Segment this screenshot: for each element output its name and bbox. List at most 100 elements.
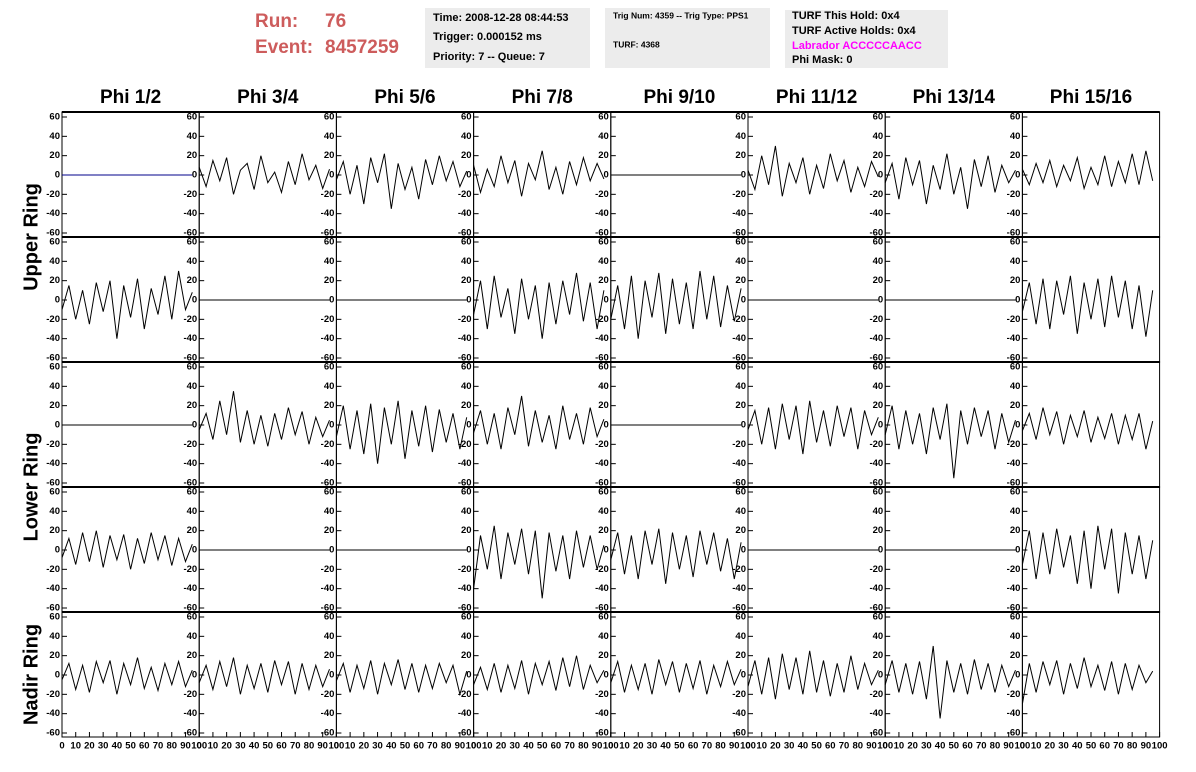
y-tick-label: 0 xyxy=(1015,295,1020,306)
x-tick-label: 80 xyxy=(715,741,726,752)
y-tick-label: -20 xyxy=(732,439,746,450)
y-tick-label: -40 xyxy=(595,708,609,719)
y-tick-label: 20 xyxy=(324,650,335,661)
y-tick-label: -60 xyxy=(46,478,60,489)
y-tick-label: -40 xyxy=(595,208,609,219)
y-tick-label: -60 xyxy=(183,603,197,614)
x-tick-label: 0 xyxy=(1020,741,1025,752)
x-tick-label: 10 xyxy=(619,741,630,752)
y-tick-label: -60 xyxy=(183,478,197,489)
y-tick-label: 20 xyxy=(873,400,884,411)
x-tick-label: 60 xyxy=(962,741,973,752)
y-tick-label: -60 xyxy=(46,728,60,739)
y-tick-label: -20 xyxy=(321,689,335,700)
y-tick-label: 60 xyxy=(324,237,335,248)
event-number: 8457259 xyxy=(325,37,399,58)
y-tick-label: -40 xyxy=(595,458,609,469)
x-tick-label: 60 xyxy=(688,741,699,752)
y-tick-label: 40 xyxy=(461,381,472,392)
panel-frame xyxy=(747,361,886,488)
x-tick-label: 100 xyxy=(740,741,756,752)
y-tick-label: -20 xyxy=(595,314,609,325)
y-tick-label: -20 xyxy=(46,689,60,700)
y-tick-label: 20 xyxy=(735,400,746,411)
x-tick-label: 60 xyxy=(139,741,150,752)
y-tick-label: 60 xyxy=(1010,612,1021,623)
y-tick-label: 60 xyxy=(735,362,746,373)
x-tick-label: 10 xyxy=(70,741,81,752)
y-tick-label: -40 xyxy=(458,458,472,469)
y-tick-label: -40 xyxy=(1007,583,1021,594)
x-tick-label: 50 xyxy=(949,741,960,752)
y-tick-label: -40 xyxy=(869,333,883,344)
y-tick-label: 20 xyxy=(598,525,609,536)
x-tick-label: 80 xyxy=(852,741,863,752)
panel-frame xyxy=(610,236,749,363)
panel-frame xyxy=(610,486,749,613)
column-header: Phi 15/16 xyxy=(1050,87,1132,108)
panel-frame xyxy=(747,611,886,738)
panel-frame xyxy=(1021,111,1161,238)
y-tick-label: -60 xyxy=(732,478,746,489)
column-header: Phi 3/4 xyxy=(237,87,299,108)
y-tick-label: 0 xyxy=(1015,170,1020,181)
y-tick-label: -20 xyxy=(46,314,60,325)
y-tick-label: 40 xyxy=(598,631,609,642)
panel-frame xyxy=(473,486,612,613)
y-tick-label: 20 xyxy=(1010,275,1021,286)
y-tick-label: -60 xyxy=(321,603,335,614)
y-tick-label: 60 xyxy=(187,487,198,498)
y-tick-label: -60 xyxy=(183,728,197,739)
y-tick-label: 20 xyxy=(461,275,472,286)
y-tick-label: -20 xyxy=(183,564,197,575)
y-tick-label: 20 xyxy=(735,525,746,536)
info-box xyxy=(425,8,590,68)
y-tick-label: -60 xyxy=(595,228,609,239)
y-tick-label: 40 xyxy=(735,631,746,642)
panel-frame xyxy=(747,111,886,238)
y-tick-label: 40 xyxy=(873,506,884,517)
x-tick-label: 50 xyxy=(125,741,136,752)
y-tick-label: 60 xyxy=(735,487,746,498)
y-tick-label: 20 xyxy=(187,275,198,286)
column-header: Phi 13/14 xyxy=(913,87,996,108)
y-tick-label: -60 xyxy=(732,728,746,739)
panel-frame xyxy=(473,236,612,363)
y-tick-label: 0 xyxy=(55,295,60,306)
y-tick-label: 40 xyxy=(324,256,335,267)
y-tick-label: 60 xyxy=(598,362,609,373)
y-tick-label: 60 xyxy=(461,112,472,123)
y-tick-label: 40 xyxy=(1010,131,1021,142)
y-tick-label: -40 xyxy=(321,583,335,594)
waveform xyxy=(61,530,193,570)
y-tick-label: -20 xyxy=(458,439,472,450)
panel-frame xyxy=(335,111,475,238)
info-text: Time: 2008-12-28 08:44:53 xyxy=(433,12,569,24)
waveform xyxy=(198,657,330,695)
y-tick-label: -40 xyxy=(183,708,197,719)
y-tick-label: 0 xyxy=(55,420,60,431)
y-tick-label: 40 xyxy=(49,256,60,267)
y-tick-label: 20 xyxy=(1010,650,1021,661)
panel-frame xyxy=(61,611,200,738)
x-tick-label: 80 xyxy=(1127,741,1138,752)
waveform xyxy=(610,270,742,339)
y-tick-label: -20 xyxy=(595,564,609,575)
y-tick-label: 0 xyxy=(878,670,883,681)
waveform xyxy=(610,528,742,584)
y-tick-label: 0 xyxy=(741,420,746,431)
info-text: TURF: 4368 xyxy=(613,39,660,49)
waveform xyxy=(747,145,879,197)
panel-frame xyxy=(884,111,1023,238)
x-tick-label: 100 xyxy=(1014,741,1030,752)
x-tick-label: 50 xyxy=(1086,741,1097,752)
y-tick-label: -20 xyxy=(595,189,609,200)
y-tick-label: 60 xyxy=(187,612,198,623)
waveform xyxy=(610,659,742,695)
column-header: Phi 9/10 xyxy=(643,87,715,108)
y-tick-label: 40 xyxy=(187,381,198,392)
y-tick-label: 0 xyxy=(466,670,471,681)
panel-frame xyxy=(884,361,1023,488)
y-tick-label: -40 xyxy=(869,208,883,219)
y-tick-label: 40 xyxy=(187,131,198,142)
